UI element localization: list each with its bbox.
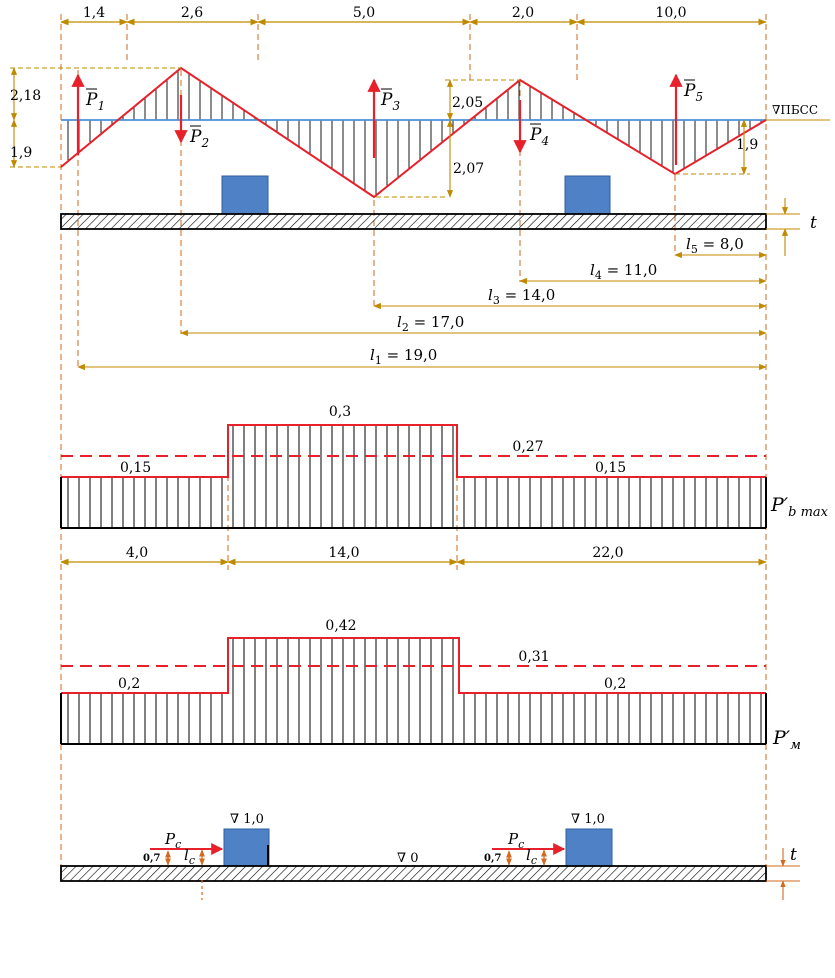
- length-l5: l5 = 8,0: [686, 235, 744, 256]
- pm-value-left: 0,2: [118, 676, 140, 692]
- pb-outline: [61, 424, 766, 478]
- block-right: [564, 175, 611, 215]
- pb-value-mid: 0,3: [329, 404, 351, 420]
- bottom-block-left: [223, 828, 270, 867]
- pm-value-right: 0,2: [604, 676, 626, 692]
- lc-left-label: lc: [184, 846, 195, 867]
- force-p4-label: P4: [529, 125, 549, 148]
- length-l1: l1 = 19,0: [370, 346, 437, 367]
- pressure-hatching: [67, 70, 762, 196]
- water-level-label: ∇ПБСС: [772, 103, 818, 117]
- force-p3-label: P3: [380, 90, 400, 113]
- seg-label-5: 10,0: [655, 5, 686, 21]
- elev-zero: ∇ 0: [397, 851, 418, 866]
- seg-label-3: 5,0: [353, 5, 375, 21]
- level-right-down: 1,9: [736, 137, 758, 153]
- seg-label-2: 2,6: [181, 5, 203, 21]
- pb-label: P′b max: [770, 494, 829, 520]
- pb-value-avg: 0,27: [512, 439, 543, 455]
- level-mid-up: 2,05: [452, 95, 483, 111]
- pm-hatching: [67, 638, 762, 744]
- offset-left: 0,7: [143, 853, 160, 864]
- pb-hatching: [67, 425, 762, 528]
- mid-seg-1: 4,0: [126, 545, 148, 561]
- thickness-label-bottom: t: [790, 845, 797, 865]
- level-left-up: 2,18: [10, 88, 41, 104]
- force-p5-label: P5: [683, 81, 703, 104]
- slab-bottom: [60, 865, 767, 882]
- pc-right-label: Pc: [507, 830, 524, 851]
- pm-outline: [61, 637, 766, 694]
- thickness-bottom: [766, 848, 800, 900]
- thickness-top: [766, 198, 800, 256]
- seg-label-4: 2,0: [512, 5, 534, 21]
- level-dims: [10, 67, 750, 198]
- level-mid-down: 2,07: [453, 161, 484, 177]
- elev-left: ∇ 1,0: [230, 812, 264, 827]
- bottom-block-right: [565, 828, 613, 867]
- elev-right: ∇ 1,0: [571, 812, 605, 827]
- level-left-down: 1,9: [10, 145, 32, 161]
- force-labels: P1 P2 P3 P4 P5: [85, 79, 703, 150]
- thickness-label-top: t: [810, 213, 817, 233]
- length-l2: l2 = 17,0: [397, 313, 464, 334]
- pb-value-left: 0,15: [120, 460, 151, 476]
- force-arrows: [71, 73, 683, 165]
- force-p1-label: P1: [85, 90, 105, 113]
- lc-right-label: lc: [526, 846, 537, 867]
- pb-value-right: 0,15: [595, 460, 626, 476]
- length-dims: [77, 251, 767, 371]
- lc-dims: [165, 849, 547, 900]
- offset-right: 0,7: [484, 853, 501, 864]
- pc-left-label: Pc: [164, 830, 181, 851]
- pm-label: P′м: [772, 727, 801, 753]
- slab-top: [60, 213, 767, 230]
- length-l4: l4 = 11,0: [590, 261, 657, 282]
- seg-label-1: 1,4: [83, 5, 105, 21]
- pm-value-mid: 0,42: [325, 618, 356, 634]
- length-l3: l3 = 14,0: [488, 286, 555, 307]
- pm-value-avg: 0,31: [518, 649, 549, 665]
- mid-seg-2: 14,0: [328, 545, 359, 561]
- block-left: [221, 175, 269, 215]
- mid-seg-3: 22,0: [592, 545, 623, 561]
- force-p2-label: P2: [189, 127, 209, 150]
